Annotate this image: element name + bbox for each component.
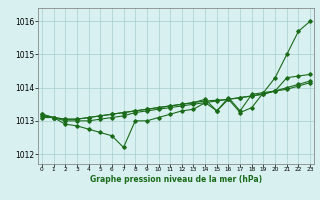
X-axis label: Graphe pression niveau de la mer (hPa): Graphe pression niveau de la mer (hPa) (90, 175, 262, 184)
